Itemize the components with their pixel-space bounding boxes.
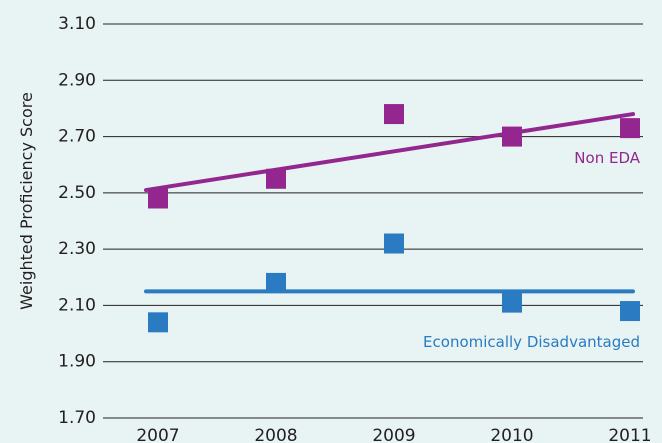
y-tick-label: 2.90 xyxy=(58,70,96,90)
y-tick-label: 2.30 xyxy=(58,239,96,259)
x-tick-label: 2011 xyxy=(608,426,651,443)
data-point xyxy=(148,312,168,333)
series-label: Economically Disadvantaged xyxy=(423,333,640,351)
data-point xyxy=(266,272,286,293)
series-labels: Non EDA Economically Disadvantaged xyxy=(423,149,641,351)
y-tick-labels: 1.70 1.90 2.10 2.30 2.50 2.70 2.90 3.10 xyxy=(58,14,96,428)
data-point xyxy=(266,168,286,189)
data-point xyxy=(620,118,640,139)
y-tick-label: 2.70 xyxy=(58,127,96,147)
trendline xyxy=(144,112,635,193)
y-tick-label: 1.70 xyxy=(58,408,96,428)
data-points xyxy=(148,104,640,333)
trendlines xyxy=(144,112,635,294)
data-point xyxy=(620,301,640,322)
x-tick-label: 2008 xyxy=(254,426,297,443)
x-tick-label: 2009 xyxy=(372,426,415,443)
data-point xyxy=(384,233,404,254)
y-tick-label: 1.90 xyxy=(58,352,96,372)
y-tick-label: 2.10 xyxy=(58,295,96,315)
x-tick-label: 2007 xyxy=(136,426,179,443)
y-tick-label: 3.10 xyxy=(58,14,96,34)
data-point xyxy=(384,104,404,125)
x-tick-label: 2010 xyxy=(490,426,533,443)
x-tick-labels: 2007 2008 2009 2010 2011 xyxy=(136,426,651,443)
y-axis-title: Weighted Proficiency Score xyxy=(17,92,36,310)
data-point xyxy=(148,188,168,209)
data-point xyxy=(502,292,522,313)
data-point xyxy=(502,126,522,147)
series-label: Non EDA xyxy=(574,149,640,167)
gridlines xyxy=(103,23,643,419)
y-tick-label: 2.50 xyxy=(58,183,96,203)
